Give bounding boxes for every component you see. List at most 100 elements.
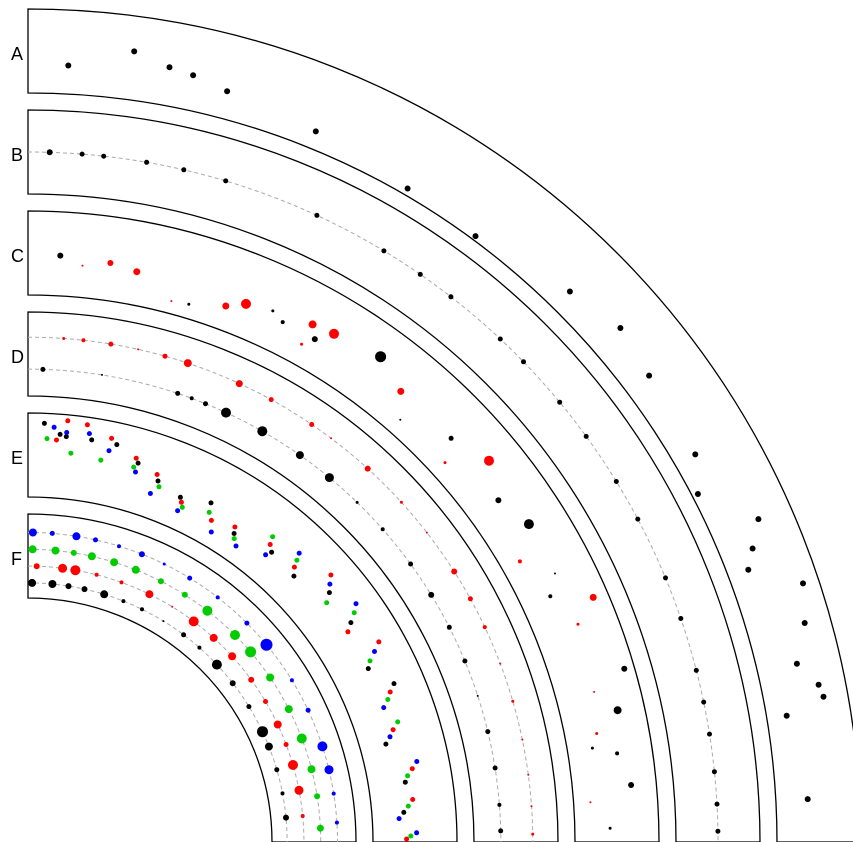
data-point-f-52	[28, 578, 37, 587]
data-point-f-39	[119, 580, 124, 585]
data-point-d-12	[399, 500, 403, 504]
data-point-e-1	[41, 420, 47, 426]
data-point-f-13	[305, 707, 311, 713]
data-point-f-2	[49, 530, 55, 536]
data-point-d-27	[203, 401, 208, 407]
data-point-e-34	[231, 531, 237, 536]
data-point-c-32	[590, 746, 594, 750]
data-point-d-20	[527, 773, 530, 776]
data-point-e-66	[409, 766, 415, 772]
data-point-e-15	[106, 448, 112, 454]
data-point-c-34	[628, 782, 635, 788]
data-point-c-9	[271, 309, 275, 313]
data-point-e-26	[178, 499, 184, 505]
data-point-a-16	[745, 566, 752, 573]
data-point-f-59	[162, 620, 165, 623]
data-point-b-19	[693, 667, 699, 673]
data-point-e-71	[401, 809, 407, 815]
data-point-a-5	[224, 88, 231, 95]
data-point-a-1	[65, 62, 72, 69]
data-point-e-60	[381, 705, 387, 711]
data-point-f-3	[72, 532, 81, 541]
data-point-e-33	[232, 524, 238, 530]
data-point-b-7	[314, 212, 320, 218]
data-point-f-47	[273, 720, 282, 729]
data-point-d-17	[499, 662, 502, 665]
data-point-a-21	[820, 693, 827, 700]
data-point-e-16	[98, 457, 104, 463]
data-point-f-57	[121, 599, 126, 604]
data-point-f-43	[209, 633, 218, 642]
data-point-e-31	[208, 517, 214, 523]
data-point-c-22	[523, 519, 534, 530]
data-point-f-31	[296, 733, 307, 744]
data-point-f-10	[244, 620, 250, 626]
data-point-e-5	[44, 436, 50, 442]
data-point-e-37	[270, 534, 276, 540]
data-point-f-64	[246, 704, 252, 710]
track-frame-a	[27, 8, 853, 842]
data-point-c-21	[495, 497, 502, 504]
data-point-d-10	[330, 437, 333, 440]
data-point-d-39	[485, 729, 491, 735]
data-point-a-18	[801, 620, 808, 626]
data-point-c-28	[621, 665, 628, 672]
data-point-d-35	[428, 591, 435, 598]
data-point-d-14	[451, 568, 458, 575]
data-point-d-38	[476, 694, 479, 697]
data-point-e-51	[348, 620, 354, 626]
data-point-d-32	[355, 500, 359, 504]
data-point-e-48	[324, 600, 330, 606]
data-point-e-30	[206, 509, 212, 515]
data-point-f-21	[87, 552, 96, 561]
data-point-d-29	[257, 426, 268, 437]
data-point-e-32	[208, 529, 214, 535]
data-point-e-35	[231, 536, 237, 542]
data-point-a-17	[800, 580, 806, 587]
data-point-e-10	[86, 431, 92, 437]
data-point-d-33	[380, 527, 385, 532]
data-point-f-12	[289, 678, 294, 683]
data-point-d-37	[462, 658, 468, 664]
data-point-f-42	[188, 616, 199, 627]
data-point-f-16	[331, 791, 336, 796]
data-point-c-33	[615, 751, 620, 756]
data-point-e-18	[135, 460, 141, 466]
data-point-f-38	[94, 572, 99, 577]
data-point-c-26	[589, 593, 597, 601]
data-point-f-18	[28, 545, 37, 554]
data-point-d-19	[521, 738, 524, 741]
data-point-e-20	[133, 469, 138, 475]
data-point-f-35	[33, 563, 40, 570]
data-point-e-72	[396, 816, 402, 822]
data-point-b-21	[707, 731, 712, 737]
data-point-d-6	[183, 359, 192, 368]
data-point-a-23	[804, 796, 811, 803]
guide-line-b-1	[27, 151, 719, 842]
data-point-b-23	[714, 801, 720, 807]
data-point-f-6	[138, 551, 145, 558]
data-point-b-11	[497, 336, 503, 342]
data-point-d-9	[309, 422, 315, 427]
data-point-e-59	[385, 697, 391, 702]
data-point-e-39	[269, 549, 275, 555]
data-point-c-1	[57, 252, 64, 259]
data-point-e-74	[408, 833, 414, 839]
data-point-f-26	[202, 605, 213, 616]
data-point-b-8	[381, 248, 387, 254]
data-point-c-3	[107, 260, 114, 266]
track-label-a: A	[11, 44, 23, 64]
data-point-f-62	[211, 659, 222, 670]
data-point-f-69	[283, 814, 289, 821]
data-point-d-22	[531, 832, 535, 836]
data-point-f-22	[110, 558, 119, 567]
data-point-e-65	[414, 759, 420, 764]
data-point-c-24	[554, 572, 556, 575]
data-point-f-5	[117, 544, 121, 549]
data-point-e-53	[376, 639, 382, 645]
track-guides	[27, 151, 719, 842]
data-point-f-58	[140, 607, 144, 612]
data-point-d-1	[62, 337, 66, 340]
data-point-e-47	[326, 590, 332, 596]
data-point-f-49	[288, 760, 298, 770]
